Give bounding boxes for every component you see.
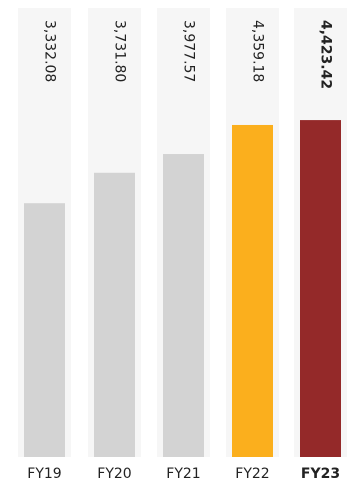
value-label-fy23: 4,423.42 — [318, 20, 334, 89]
category-label-fy19: FY19 — [27, 466, 61, 482]
category-label-fy22: FY22 — [235, 466, 269, 482]
bar-fy22 — [232, 124, 273, 457]
value-label-fy20: 3,731.80 — [112, 20, 128, 82]
value-label-fy19: 3,332.08 — [42, 20, 58, 82]
bar-fy23 — [300, 120, 341, 458]
category-label-fy21: FY21 — [166, 466, 200, 482]
category-label-fy20: FY20 — [97, 466, 131, 482]
category-label-fy23: FY23 — [301, 466, 340, 482]
value-label-fy22: 4,359.18 — [250, 20, 266, 82]
bar-fy19 — [24, 203, 65, 457]
value-label-fy21: 3,977.57 — [181, 20, 197, 82]
bar-fy21 — [163, 154, 204, 457]
bar-fy20 — [94, 172, 135, 457]
